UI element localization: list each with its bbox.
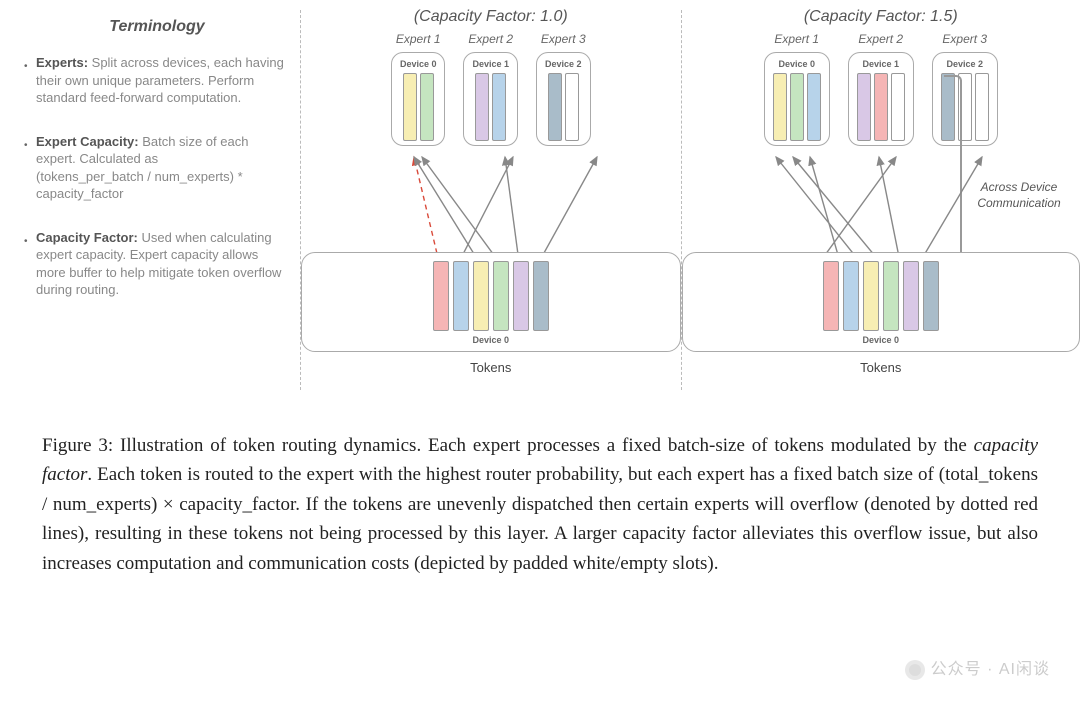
tokens-device-title: Device 0: [862, 335, 899, 345]
expert-label: Expert 3: [541, 32, 586, 46]
tokens-wrap: Device 0 Tokens: [301, 252, 681, 375]
device-title: Device 0: [400, 59, 437, 69]
panel-title: (Capacity Factor: 1.0): [301, 8, 681, 26]
capacity-panel-1: (Capacity Factor: 1.0) Expert 1Device 0E…: [301, 0, 681, 405]
capacity-slot: [857, 73, 871, 141]
token-slot: [903, 261, 919, 331]
watermark-icon: [905, 660, 925, 680]
terminology-item: Expert Capacity: Batch size of each expe…: [24, 133, 290, 203]
figure-caption-text: Illustration of token routing dynamics. …: [42, 435, 1038, 574]
capacity-slot: [403, 73, 417, 141]
device-title: Device 2: [946, 59, 983, 69]
terminology-column: Terminology Experts: Split across device…: [0, 0, 300, 405]
terminology-heading: Terminology: [24, 18, 290, 36]
tokens-device-box: Device 0: [301, 252, 681, 352]
experts-row: Expert 1 Device 0 Expert 2 Device 1 Expert 3…: [301, 32, 681, 146]
terminology-item: Capacity Factor: Used when calculating e…: [24, 229, 290, 299]
figure-label: Figure 3:: [42, 435, 113, 456]
expert-label: Expert 1: [396, 32, 441, 46]
capacity-slot: [773, 73, 787, 141]
token-slot: [883, 261, 899, 331]
expert: Expert 2 Device 1: [848, 32, 914, 146]
token-slot: [843, 261, 859, 331]
token-slot: [533, 261, 549, 331]
capacity-slot: [891, 73, 905, 141]
expert-label: Expert 2: [858, 32, 903, 46]
capacity-panel-2: (Capacity Factor: 1.5) Across Device Com…: [682, 0, 1080, 405]
expert-label: Expert 1: [774, 32, 819, 46]
capacity-slots: [857, 73, 905, 141]
device-box: Device 2: [536, 52, 591, 146]
figure-top-row: Terminology Experts: Split across device…: [0, 0, 1080, 405]
token-slot: [513, 261, 529, 331]
terminology-list: Experts: Split across devices, each havi…: [24, 54, 290, 299]
device-title: Device 1: [472, 59, 509, 69]
expert-label: Expert 2: [468, 32, 513, 46]
capacity-slot: [492, 73, 506, 141]
tokens-caption: Tokens: [301, 360, 681, 375]
terminology-item: Experts: Split across devices, each havi…: [24, 54, 290, 107]
capacity-slot: [565, 73, 579, 141]
token-slot: [453, 261, 469, 331]
token-slot: [923, 261, 939, 331]
capacity-slot: [420, 73, 434, 141]
device-box: Device 1: [848, 52, 914, 146]
token-slot: [823, 261, 839, 331]
tokens-device-box: Device 0: [682, 252, 1080, 352]
tokens-device-title: Device 0: [472, 335, 509, 345]
token-slot: [493, 261, 509, 331]
device-title: Device 2: [545, 59, 582, 69]
capacity-slots: [403, 73, 434, 141]
bracket-icon: [944, 75, 962, 259]
watermark: 公众号 · AI闲谈: [905, 655, 1050, 680]
capacity-slot: [807, 73, 821, 141]
capacity-slots: [475, 73, 506, 141]
figure-caption: Figure 3: Illustration of token routing …: [0, 405, 1080, 578]
panel-title: (Capacity Factor: 1.5): [682, 8, 1080, 26]
device-box: Device 0: [391, 52, 446, 146]
expert: Expert 3 Device 2: [536, 32, 591, 146]
token-slot: [473, 261, 489, 331]
expert-label: Expert 3: [942, 32, 987, 46]
capacity-slot: [790, 73, 804, 141]
expert: Expert 1 Device 0: [764, 32, 830, 146]
device-box: Device 2: [932, 52, 998, 146]
device-title: Device 0: [778, 59, 815, 69]
expert: Expert 2 Device 1: [463, 32, 518, 146]
device-box: Device 0: [764, 52, 830, 146]
figure-page: Terminology Experts: Split across device…: [0, 0, 1080, 708]
capacity-slot: [475, 73, 489, 141]
tokens-wrap: Device 0 Tokens: [682, 252, 1080, 375]
capacity-slots: [548, 73, 579, 141]
tokens-slots: [433, 261, 549, 331]
experts-row: Expert 1 Device 0 Expert 2 Device 1 Expert 3…: [682, 32, 1080, 146]
capacity-slot: [874, 73, 888, 141]
watermark-text: 公众号 · AI闲谈: [931, 661, 1050, 678]
token-slot: [433, 261, 449, 331]
tokens-slots: [823, 261, 939, 331]
capacity-slots: [773, 73, 821, 141]
device-title: Device 1: [862, 59, 899, 69]
across-device-label: Across Device Communication: [964, 180, 1074, 211]
token-slot: [863, 261, 879, 331]
capacity-slot: [975, 73, 989, 141]
expert: Expert 3 Device 2: [932, 32, 998, 146]
expert: Expert 1 Device 0: [391, 32, 446, 146]
device-box: Device 1: [463, 52, 518, 146]
tokens-caption: Tokens: [682, 360, 1080, 375]
capacity-slot: [548, 73, 562, 141]
